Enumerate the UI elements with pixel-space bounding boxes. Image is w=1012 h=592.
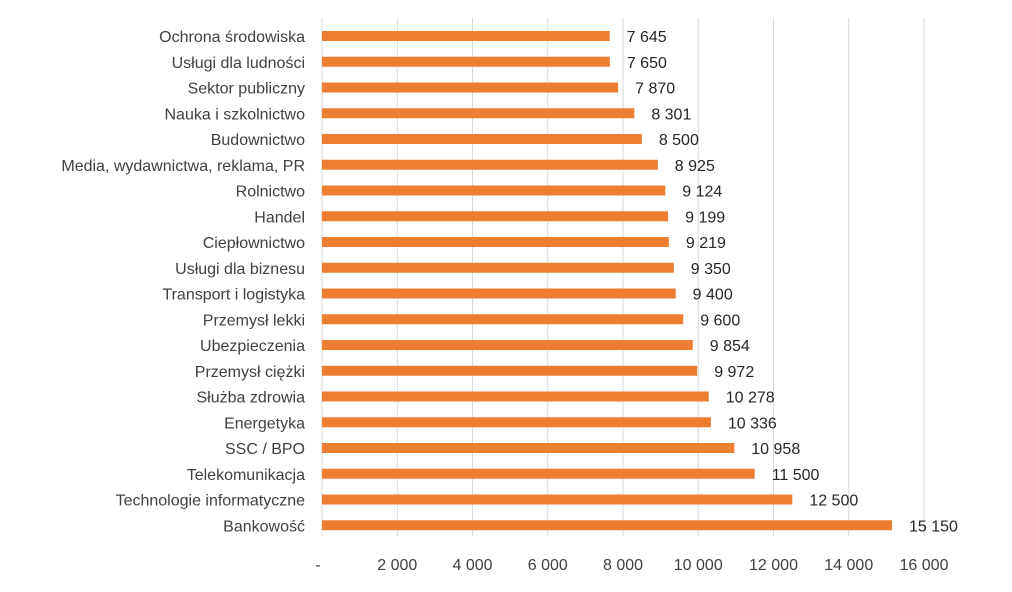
- bar: [322, 159, 658, 170]
- bar: [322, 108, 635, 119]
- data-label: 9 400: [693, 287, 733, 304]
- category-label: Sektor publiczny: [188, 81, 305, 98]
- x-tick-label: 6 000: [528, 557, 568, 574]
- bar: [322, 185, 666, 196]
- bar: [322, 31, 610, 41]
- category-label: Technologie informatyczne: [116, 493, 306, 510]
- data-label: 7 870: [635, 81, 675, 98]
- data-label: 9 124: [682, 184, 722, 201]
- x-tick-label: -: [315, 557, 320, 574]
- category-label: Budownictwo: [211, 132, 305, 149]
- data-label: 10 336: [728, 415, 777, 432]
- data-label: 9 219: [686, 235, 726, 252]
- bar: [322, 211, 669, 222]
- category-label: Telekomunikacja: [187, 467, 305, 484]
- data-label: 9 972: [714, 364, 754, 381]
- data-label: 11 500: [772, 467, 820, 484]
- x-tick-label: 4 000: [452, 557, 492, 574]
- category-label: Media, wydawnictwa, reklama, PR: [61, 158, 305, 175]
- category-label: Służba zdrowia: [197, 390, 306, 407]
- data-label: 15 150: [909, 518, 958, 535]
- x-tick-label: 16 000: [900, 557, 949, 574]
- bar: [322, 82, 619, 93]
- bar: [322, 262, 674, 273]
- category-label: Ubezpieczenia: [200, 338, 305, 355]
- data-label: 9 600: [700, 312, 740, 329]
- bar: [322, 391, 709, 402]
- x-tick-label: 10 000: [674, 557, 723, 574]
- bar: [322, 134, 642, 144]
- bar: [322, 494, 793, 505]
- category-label: Ochrona środowiska: [159, 29, 305, 46]
- category-label: Bankowość: [223, 518, 305, 535]
- x-tick-label: 14 000: [824, 557, 873, 574]
- data-label: 10 278: [726, 390, 775, 407]
- x-tick-label: 12 000: [749, 557, 798, 574]
- bar: [322, 520, 893, 531]
- category-label: SSC / BPO: [225, 441, 305, 458]
- bar: [322, 237, 669, 247]
- bar: [322, 417, 711, 428]
- data-label: 7 650: [627, 55, 667, 72]
- category-label: Usługi dla biznesu: [175, 261, 305, 278]
- category-label: Handel: [254, 209, 305, 226]
- data-label: 9 350: [691, 261, 731, 278]
- data-label: 9 854: [710, 338, 750, 355]
- bars: [322, 31, 893, 531]
- data-label: 8 500: [659, 132, 699, 149]
- data-label: 8 925: [675, 158, 715, 175]
- data-label: 8 301: [651, 106, 691, 123]
- bar: [322, 468, 755, 479]
- category-label: Ciepłownictwo: [203, 235, 305, 252]
- data-label: 12 500: [809, 493, 858, 510]
- bar: [322, 314, 684, 325]
- bar: [322, 56, 610, 67]
- gridlines: [321, 18, 925, 536]
- x-tick-label: 2 000: [377, 557, 417, 574]
- data-label: 9 199: [685, 209, 725, 226]
- bar: [322, 443, 735, 453]
- data-label: 10 958: [751, 441, 800, 458]
- x-axis-tick-labels: - 2 000 4 000 6 000 8 000 10 000 12 000 14 000 1…: [315, 557, 948, 574]
- category-label: Energetyka: [224, 415, 305, 432]
- category-label: Transport i logistyka: [162, 287, 305, 304]
- bar: [322, 340, 693, 350]
- value-labels: 7 645 7 650 7 870 8 301 8 500 8 925 9 124 9 199…: [627, 29, 958, 535]
- category-label: Przemysł ciężki: [195, 364, 305, 381]
- category-labels: Ochrona środowiska Usługi dla ludności Sek…: [61, 29, 305, 535]
- category-label: Przemysł lekki: [203, 312, 305, 329]
- bar: [322, 365, 698, 376]
- category-label: Nauka i szkolnictwo: [165, 106, 306, 123]
- data-label: 7 645: [627, 29, 667, 46]
- category-label: Rolnictwo: [236, 184, 305, 201]
- bar: [322, 288, 676, 299]
- category-label: Usługi dla ludności: [172, 55, 305, 72]
- x-tick-label: 8 000: [603, 557, 643, 574]
